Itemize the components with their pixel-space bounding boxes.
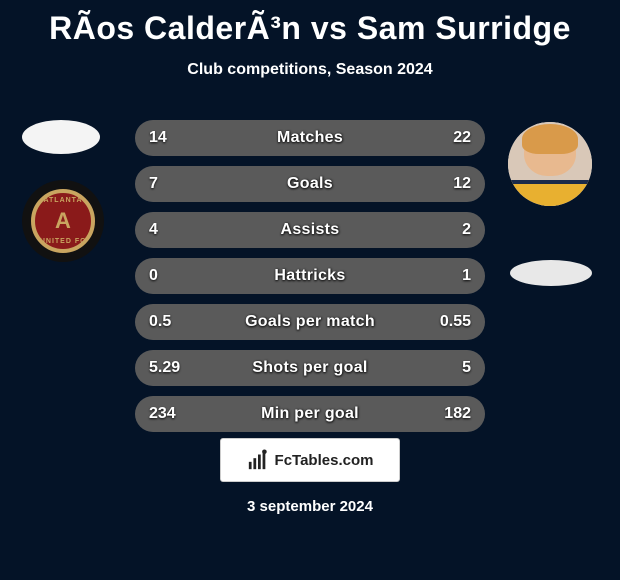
- club-badge-text-bottom: UNITED FC: [40, 238, 86, 245]
- stat-row: 0 Hattricks 1: [135, 258, 485, 294]
- club-badge-initial: A: [55, 208, 71, 234]
- stat-value-right: 12: [453, 166, 471, 202]
- stat-label: Min per goal: [135, 396, 485, 432]
- chart-icon: [247, 449, 269, 471]
- subtitle: Club competitions, Season 2024: [0, 61, 620, 79]
- stat-value-right: 5: [462, 350, 471, 386]
- footer-brand-box[interactable]: FcTables.com: [220, 438, 400, 482]
- stat-value-right: 2: [462, 212, 471, 248]
- stat-row: 4 Assists 2: [135, 212, 485, 248]
- stat-label: Hattricks: [135, 258, 485, 294]
- stat-row: 14 Matches 22: [135, 120, 485, 156]
- stat-value-right: 22: [453, 120, 471, 156]
- player-left-avatar: [22, 120, 100, 154]
- stat-label: Matches: [135, 120, 485, 156]
- stat-value-right: 1: [462, 258, 471, 294]
- stat-row: 0.5 Goals per match 0.55: [135, 304, 485, 340]
- stat-label: Shots per goal: [135, 350, 485, 386]
- club-badge-left: ATLANTA A UNITED FC: [22, 180, 104, 262]
- club-badge-text-top: ATLANTA: [43, 197, 82, 204]
- stats-container: 14 Matches 22 7 Goals 12 4 Assists 2 0 H…: [135, 120, 485, 442]
- date-label: 3 september 2024: [0, 498, 620, 515]
- player-right-avatar: [508, 122, 592, 206]
- stat-row: 234 Min per goal 182: [135, 396, 485, 432]
- stat-label: Goals per match: [135, 304, 485, 340]
- stat-row: 7 Goals 12: [135, 166, 485, 202]
- player-right-shadow: [510, 260, 592, 286]
- stat-value-right: 182: [444, 396, 471, 432]
- stat-value-right: 0.55: [440, 304, 471, 340]
- page-title: RÃ­os CalderÃ³n vs Sam Surridge: [0, 0, 620, 47]
- footer-brand-text: FcTables.com: [275, 452, 374, 469]
- stat-row: 5.29 Shots per goal 5: [135, 350, 485, 386]
- stat-label: Assists: [135, 212, 485, 248]
- stat-label: Goals: [135, 166, 485, 202]
